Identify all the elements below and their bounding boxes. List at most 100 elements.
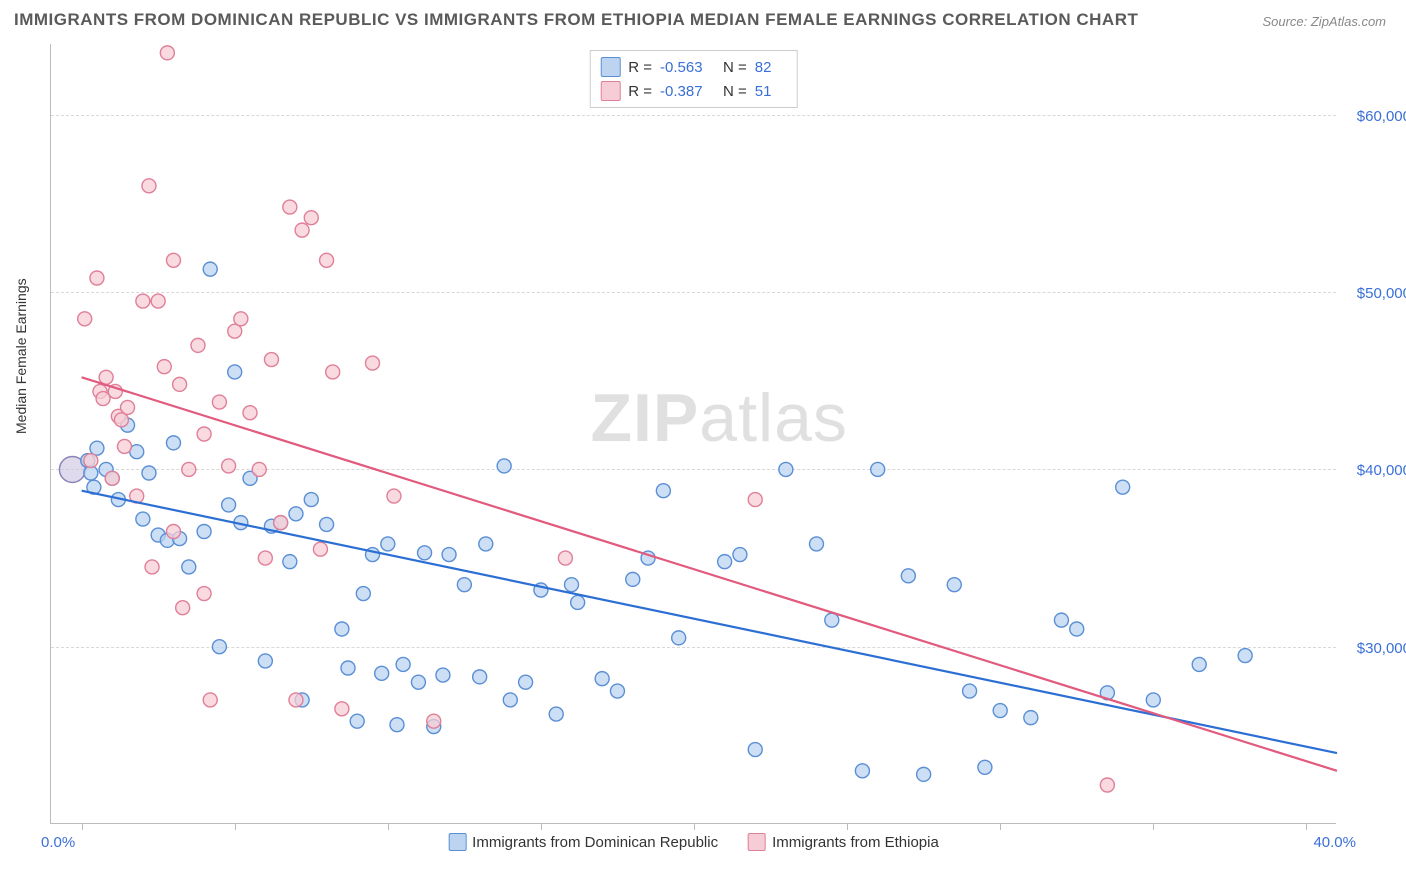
scatter-point (1116, 480, 1130, 494)
x-axis-min-label: 0.0% (41, 834, 75, 851)
y-axis-label: Median Female Earnings (13, 278, 29, 434)
scatter-point (274, 516, 288, 530)
scatter-point (993, 704, 1007, 718)
x-tick (1000, 823, 1001, 830)
scatter-point (427, 714, 441, 728)
scatter-point (258, 654, 272, 668)
stats-n-label: N = (723, 59, 747, 76)
scatter-point (436, 668, 450, 682)
chart-title: IMMIGRANTS FROM DOMINICAN REPUBLIC VS IM… (14, 10, 1138, 30)
scatter-point (473, 670, 487, 684)
scatter-point (145, 560, 159, 574)
scatter-point (166, 525, 180, 539)
stats-n-label: N = (723, 83, 747, 100)
x-tick (82, 823, 83, 830)
scatter-point (350, 714, 364, 728)
scatter-point (283, 555, 297, 569)
y-tick-label: $40,000 (1357, 462, 1406, 479)
scatter-point (326, 365, 340, 379)
scatter-point (90, 271, 104, 285)
scatter-point (84, 454, 98, 468)
scatter-point (105, 471, 119, 485)
stats-row-series-b: R = -0.387 N = 51 (600, 79, 783, 103)
scatter-point (320, 517, 334, 531)
scatter-point (479, 537, 493, 551)
stats-r-label: R = (628, 59, 652, 76)
scatter-point (672, 631, 686, 645)
scatter-point (390, 718, 404, 732)
scatter-point (871, 462, 885, 476)
scatter-point (117, 439, 131, 453)
stats-n-value-a: 82 (755, 59, 783, 76)
stats-r-value-b: -0.387 (660, 83, 715, 100)
scatter-point (1238, 649, 1252, 663)
scatter-point (142, 466, 156, 480)
x-tick (388, 823, 389, 830)
scatter-point (142, 179, 156, 193)
scatter-point (748, 493, 762, 507)
scatter-point (656, 484, 670, 498)
scatter-point (222, 498, 236, 512)
scatter-point (78, 312, 92, 326)
scatter-point (335, 702, 349, 716)
x-tick (235, 823, 236, 830)
scatter-point (151, 294, 165, 308)
scatter-point (411, 675, 425, 689)
legend-label-series-a: Immigrants from Dominican Republic (472, 834, 718, 851)
scatter-point (136, 512, 150, 526)
scatter-point (304, 493, 318, 507)
scatter-point (197, 525, 211, 539)
scatter-point (212, 395, 226, 409)
stats-swatch-series-b (600, 81, 620, 101)
scatter-point (855, 764, 869, 778)
scatter-point (396, 657, 410, 671)
scatter-point (157, 360, 171, 374)
y-tick-label: $30,000 (1357, 640, 1406, 657)
scatter-point (519, 675, 533, 689)
legend-item-series-a: Immigrants from Dominican Republic (448, 833, 718, 851)
scatter-point (558, 551, 572, 565)
scatter-point (304, 211, 318, 225)
scatter-point (779, 462, 793, 476)
x-tick (541, 823, 542, 830)
legend-label-series-b: Immigrants from Ethiopia (772, 834, 939, 851)
scatter-point (442, 548, 456, 562)
scatter-point (366, 356, 380, 370)
scatter-point (295, 223, 309, 237)
scatter-point (748, 743, 762, 757)
regression-line (82, 491, 1337, 753)
source-attribution: Source: ZipAtlas.com (1262, 14, 1386, 29)
scatter-point (222, 459, 236, 473)
stats-row-series-a: R = -0.563 N = 82 (600, 55, 783, 79)
scatter-point (197, 587, 211, 601)
scatter-point (176, 601, 190, 615)
scatter-point (234, 312, 248, 326)
scatter-point (1100, 778, 1114, 792)
regression-line (82, 377, 1337, 771)
scatter-point (978, 760, 992, 774)
scatter-point (565, 578, 579, 592)
y-tick-label: $60,000 (1357, 108, 1406, 125)
scatter-point (571, 595, 585, 609)
scatter-point (595, 672, 609, 686)
legend-item-series-b: Immigrants from Ethiopia (748, 833, 939, 851)
scatter-point (160, 46, 174, 60)
scatter-point (203, 262, 217, 276)
scatter-point (418, 546, 432, 560)
scatter-point (182, 560, 196, 574)
scatter-point (289, 693, 303, 707)
scatter-point (121, 400, 135, 414)
scatter-point (258, 551, 272, 565)
scatter-point (320, 253, 334, 267)
scatter-point (341, 661, 355, 675)
scatter-point (809, 537, 823, 551)
correlation-stats-box: R = -0.563 N = 82 R = -0.387 N = 51 (589, 50, 798, 108)
scatter-point (917, 767, 931, 781)
scatter-point (626, 572, 640, 586)
stats-n-value-b: 51 (755, 83, 783, 100)
x-tick (847, 823, 848, 830)
scatter-point (356, 587, 370, 601)
scatter-point (1024, 711, 1038, 725)
stats-swatch-series-a (600, 57, 620, 77)
scatter-point (283, 200, 297, 214)
